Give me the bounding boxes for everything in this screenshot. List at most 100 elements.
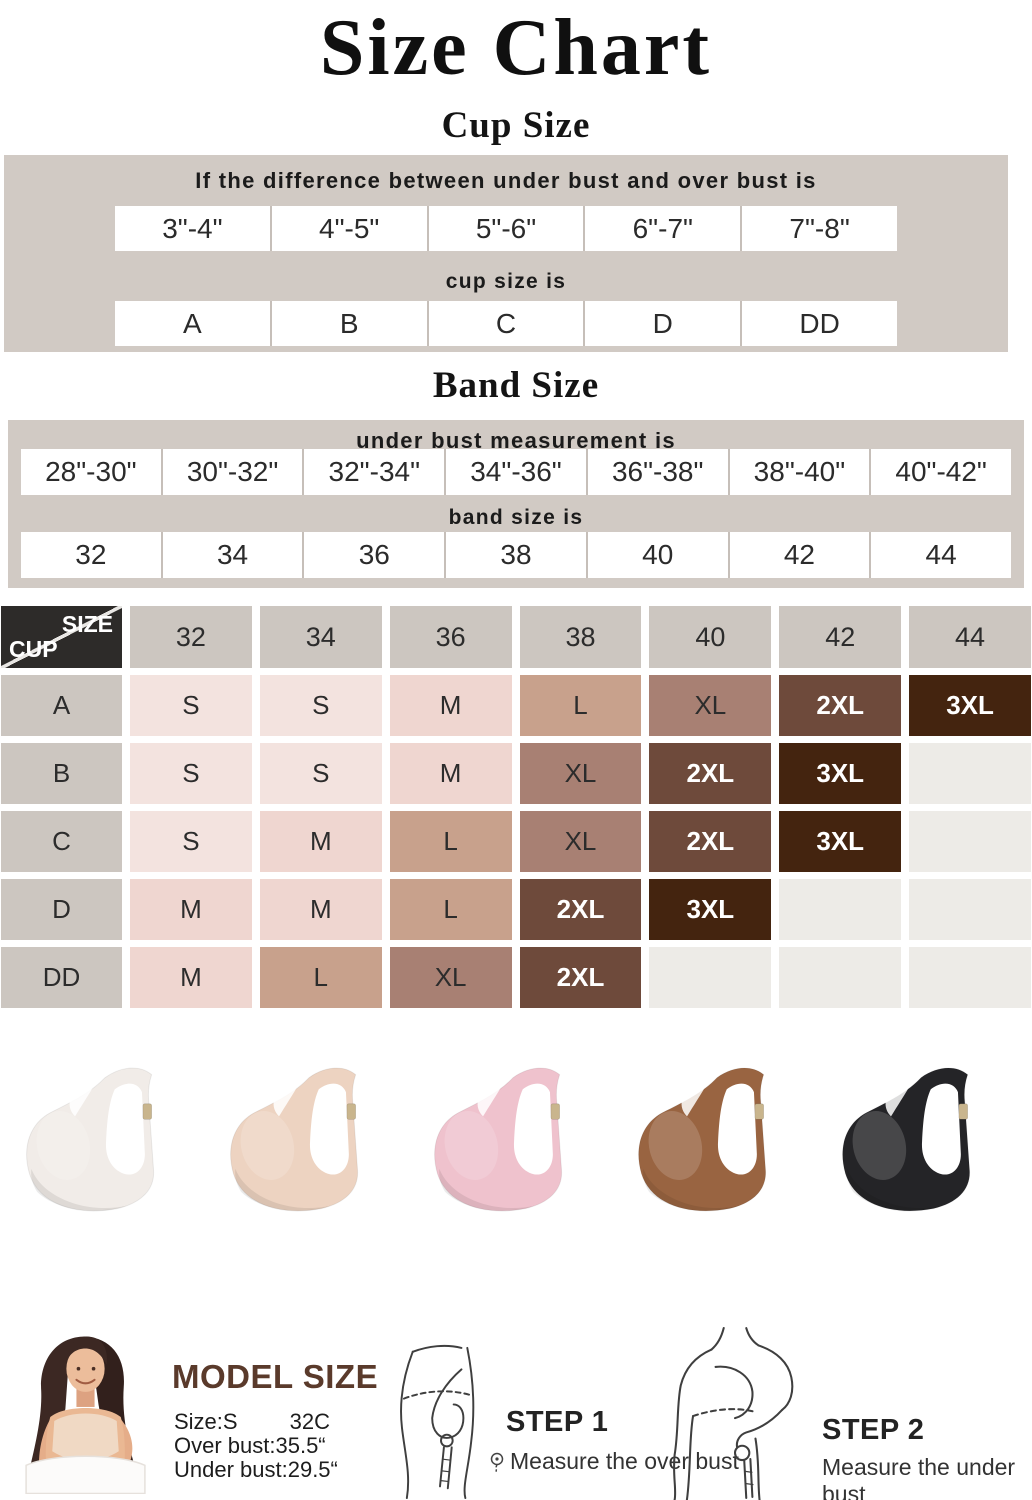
matrix-band-header: 34 <box>259 606 382 668</box>
matrix-size-cell <box>909 743 1031 804</box>
matrix-size-cell <box>909 947 1031 1008</box>
matrix-size-cell: S <box>130 675 252 736</box>
matrix-size-cell: L <box>259 947 382 1008</box>
matrix-size-cell: 3XL <box>909 675 1031 736</box>
matrix-band-header: 42 <box>779 606 902 668</box>
matrix-corner-size-label: SIZE <box>61 611 113 637</box>
model-photo <box>25 1336 146 1494</box>
matrix-cup-label: C <box>1 811 122 872</box>
matrix-size-cell: XL <box>649 675 772 736</box>
band-measurement-cell: 34"-36" <box>446 449 586 495</box>
cup-condition-text: If the difference between under bust and… <box>195 168 817 193</box>
model-size-value: Size:S <box>174 1409 238 1434</box>
matrix-band-header: 40 <box>649 606 772 668</box>
step1-caption-text: Measure the over bust <box>510 1448 739 1474</box>
band-measurement-cell: 30"-32" <box>162 449 303 495</box>
matrix-size-cell: M <box>130 879 252 940</box>
band-measurement-cell: 28"-30" <box>21 449 161 495</box>
step1-illustration <box>400 1344 475 1500</box>
matrix-size-cell: XL <box>519 811 642 872</box>
matrix-size-cell <box>909 811 1031 872</box>
matrix-corner-cup-label: CUP <box>9 636 58 662</box>
cup-difference-cell: 6"-7" <box>585 206 741 251</box>
cup-difference-cell: 5"-6" <box>428 206 584 251</box>
matrix-size-cell: S <box>259 675 382 736</box>
matrix-size-cell: S <box>259 743 382 804</box>
band-measurement-cell: 32"-34" <box>304 449 445 495</box>
cup-difference-cell: 7"-8" <box>742 206 897 251</box>
step2-title: STEP 2 <box>822 1414 925 1446</box>
matrix-size-cell: 2XL <box>519 879 642 940</box>
matrix-cup-label: D <box>1 879 122 940</box>
cup-letter-cell: D <box>585 301 741 346</box>
cup-letter-cell: DD <box>742 301 897 346</box>
measuring-guide: MODEL SIZE Size:S 32C Over bust:35.5“ Un… <box>0 1310 1032 1500</box>
matrix-size-cell: 2XL <box>649 811 772 872</box>
band-size-table: under bust measurement is 28"-30" 30"-32… <box>8 420 1024 588</box>
cup-difference-cell: 3"-4" <box>115 206 270 251</box>
cup-difference-row: 3"-4" 4"-5" 5"-6" 6"-7" 7"-8" <box>115 206 897 251</box>
model-under-bust: Under bust:29.5“ <box>174 1457 338 1482</box>
model-bra-size-value: 32C <box>289 1409 330 1434</box>
cup-letter-row: A B C D DD <box>115 301 897 346</box>
matrix-size-cell <box>909 879 1031 940</box>
matrix-size-cell: M <box>130 947 252 1008</box>
band-measurement-cell: 36"-38" <box>587 449 728 495</box>
step1-caption: Measure the over bust <box>489 1448 739 1475</box>
matrix-cup-label: A <box>1 675 122 736</box>
matrix-size-cell: 3XL <box>779 743 902 804</box>
matrix-size-cell <box>649 947 772 1008</box>
matrix-band-header: 32 <box>130 606 252 668</box>
band-number-cell: 32 <box>21 532 161 578</box>
matrix-size-cell: M <box>259 811 382 872</box>
band-number-row: 32 34 36 38 40 42 44 <box>21 532 1011 578</box>
matrix-size-cell: M <box>389 743 512 804</box>
tape-measure-icon <box>490 1452 504 1473</box>
cup-result-label: cup size is <box>445 270 567 293</box>
matrix-size-cell: XL <box>389 947 512 1008</box>
matrix-size-cell: 2XL <box>779 675 902 736</box>
band-condition-text: under bust measurement is <box>356 428 676 453</box>
band-result-label: band size is <box>448 506 584 529</box>
model-over-bust: Over bust:35.5“ <box>174 1433 326 1458</box>
band-measurement-row: 28"-30" 30"-32" 32"-34" 34"-36" 36"-38" … <box>21 449 1011 495</box>
step1-title: STEP 1 <box>506 1406 609 1438</box>
matrix-cup-label: DD <box>1 947 122 1008</box>
cup-letter-cell: A <box>115 301 270 346</box>
band-measurement-cell: 38"-40" <box>729 449 870 495</box>
cup-difference-cell: 4"-5" <box>271 206 427 251</box>
band-number-cell: 38 <box>446 532 586 578</box>
step2-caption: Measure the under bust <box>822 1454 1032 1500</box>
step2-illustration <box>673 1327 794 1500</box>
matrix-band-header: 44 <box>909 606 1031 668</box>
matrix-size-cell: XL <box>519 743 642 804</box>
matrix-size-cell: S <box>130 743 252 804</box>
cup-band-size-matrix: SIZE CUP 32 34 36 38 40 42 44 A S S M L … <box>1 606 1031 1008</box>
matrix-size-cell: 3XL <box>649 879 772 940</box>
matrix-band-header: 38 <box>519 606 642 668</box>
matrix-size-cell: M <box>259 879 382 940</box>
cup-letter-cell: C <box>428 301 584 346</box>
matrix-size-cell: L <box>389 879 512 940</box>
band-number-cell: 40 <box>587 532 728 578</box>
bra-image-beige <box>230 1067 359 1212</box>
bra-image-white <box>26 1067 155 1212</box>
cup-size-heading: Cup Size <box>441 105 591 146</box>
bra-image-brown <box>638 1067 767 1212</box>
cup-size-table: If the difference between under bust and… <box>4 155 1008 352</box>
matrix-size-cell: 3XL <box>779 811 902 872</box>
page-title: Size Chart <box>319 4 713 92</box>
matrix-corner-cell: SIZE CUP <box>1 606 122 668</box>
product-color-row <box>0 1056 1032 1234</box>
matrix-size-cell: 2XL <box>519 947 642 1008</box>
cup-letter-cell: B <box>271 301 427 346</box>
band-number-cell: 42 <box>729 532 870 578</box>
matrix-cup-label: B <box>1 743 122 804</box>
band-number-cell: 34 <box>162 532 303 578</box>
matrix-size-cell: S <box>130 811 252 872</box>
bra-image-pink <box>434 1067 563 1212</box>
step2-caption-text: Measure the under bust <box>822 1454 1016 1500</box>
band-number-cell: 36 <box>304 532 445 578</box>
bra-image-black <box>842 1067 971 1212</box>
